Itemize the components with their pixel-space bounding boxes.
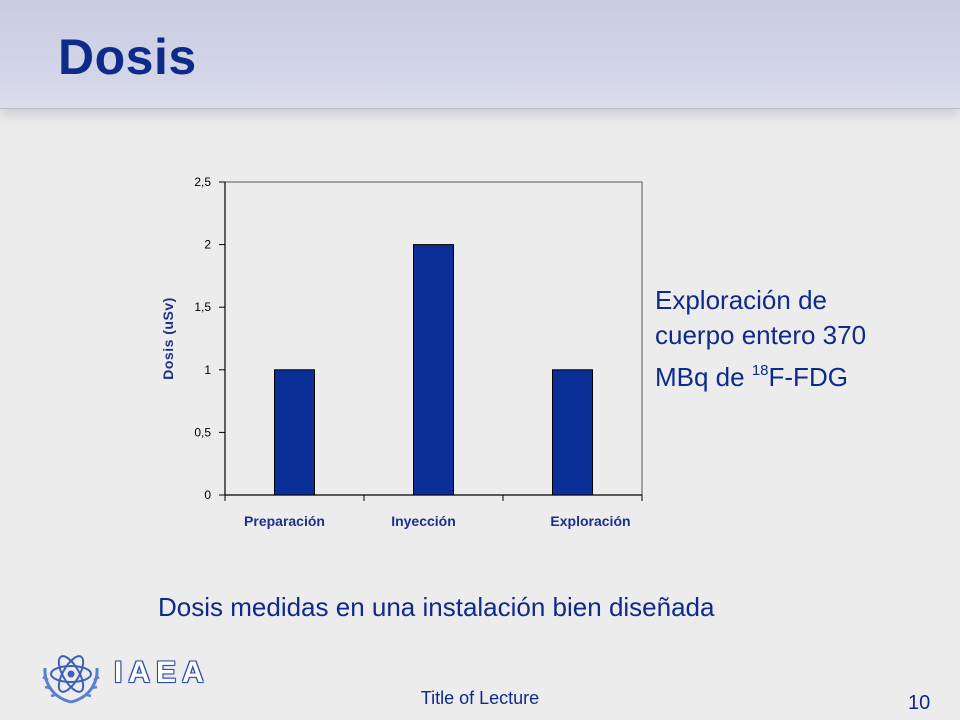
side-note-line3-pre: MBq de	[655, 362, 752, 392]
slide-title: Dosis	[58, 29, 197, 85]
y-tick-label: 2	[204, 238, 211, 252]
x-tick-label: Inyección	[391, 513, 456, 529]
y-tick-label: 1	[204, 363, 211, 377]
caption: Dosis medidas en una instalación bien di…	[158, 592, 715, 622]
bar-1	[274, 369, 315, 496]
chart: 0 0,5 1 1,5 2 2,5 Preparación Inyección Explorac…	[140, 160, 680, 540]
y-tick-label: 1,5	[194, 300, 211, 314]
side-note-line2: cuerpo entero 370	[655, 320, 867, 350]
x-tick-label: Exploración	[550, 513, 630, 529]
y-axis-label: Dosis (uSv)	[160, 297, 176, 380]
title-band	[0, 0, 960, 109]
iaea-logo-icon	[36, 640, 106, 710]
x-tick-label: Preparación	[244, 513, 325, 529]
isotope-superscript: 18	[751, 362, 769, 379]
side-note-line1: Exploración de	[655, 285, 827, 315]
y-tick-label: 2,5	[194, 175, 211, 189]
org-name: IAEA	[114, 656, 210, 689]
bar-2	[413, 244, 454, 496]
chart-svg: 0 0,5 1 1,5 2 2,5 Preparación Inyección Explorac…	[160, 175, 643, 529]
lecture-title: Title of Lecture	[420, 688, 540, 708]
side-note-line3-post: F-FDG	[768, 362, 848, 392]
side-note: Exploración de cuerpo entero 370 MBq de …	[655, 283, 935, 395]
page-number: 10	[908, 692, 931, 714]
y-tick-label: 0	[204, 488, 211, 502]
bar-3	[552, 369, 593, 496]
y-tick-label: 0,5	[194, 425, 211, 439]
